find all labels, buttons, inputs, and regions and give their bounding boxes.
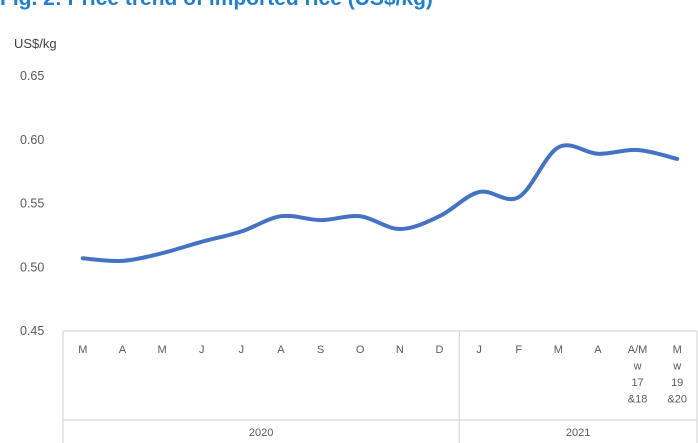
- x-group-label: 2020: [249, 427, 273, 439]
- x-tick-label: J: [239, 344, 245, 356]
- x-group-labels: 2020 2021: [249, 427, 590, 439]
- x-tick-label: M: [554, 344, 563, 356]
- x-tick-label: 17: [631, 377, 643, 389]
- x-tick-label: 19: [671, 377, 683, 389]
- x-tick-label: J: [199, 344, 205, 356]
- price-series-line: [80, 143, 680, 264]
- category-axis-table: [62, 330, 698, 443]
- x-group-label: 2021: [566, 427, 590, 439]
- x-tick-label: A/M: [628, 344, 648, 356]
- x-tick-label: N: [396, 344, 404, 356]
- chart-title: Fig. 2: Price trend of imported rice (US…: [0, 0, 433, 11]
- x-tick-label: O: [356, 344, 365, 356]
- x-tick-label: A: [594, 344, 602, 356]
- x-tick-label: S: [317, 344, 324, 356]
- y-tick-label: 0.65: [20, 69, 44, 83]
- x-tick-label: &18: [628, 394, 648, 406]
- x-tick-label: J: [476, 344, 482, 356]
- x-tick-label: A: [277, 344, 285, 356]
- x-tick-label: w: [633, 361, 642, 373]
- x-tick-labels: M A M J J A S O N D J F M A A/M w 17&18 Mw 19&20: [78, 344, 687, 406]
- x-tick-label: &20: [667, 394, 687, 406]
- x-tick-label: F: [515, 344, 522, 356]
- x-tick-label: A: [119, 344, 127, 356]
- x-tick-label: M: [157, 344, 166, 356]
- y-tick-label: 0.55: [20, 197, 44, 211]
- x-tick-label: D: [435, 344, 443, 356]
- x-tick-label: M: [78, 344, 87, 356]
- y-axis-label: US$/kg: [14, 36, 57, 51]
- y-tick-label: 0.45: [20, 324, 44, 338]
- y-tick-label: 0.60: [20, 133, 44, 147]
- x-tick-label: w: [672, 361, 681, 373]
- y-tick-labels: 0.45 0.50 0.55 0.60 0.65: [20, 69, 44, 338]
- y-tick-label: 0.50: [20, 260, 44, 274]
- x-tick-label: M: [673, 344, 682, 356]
